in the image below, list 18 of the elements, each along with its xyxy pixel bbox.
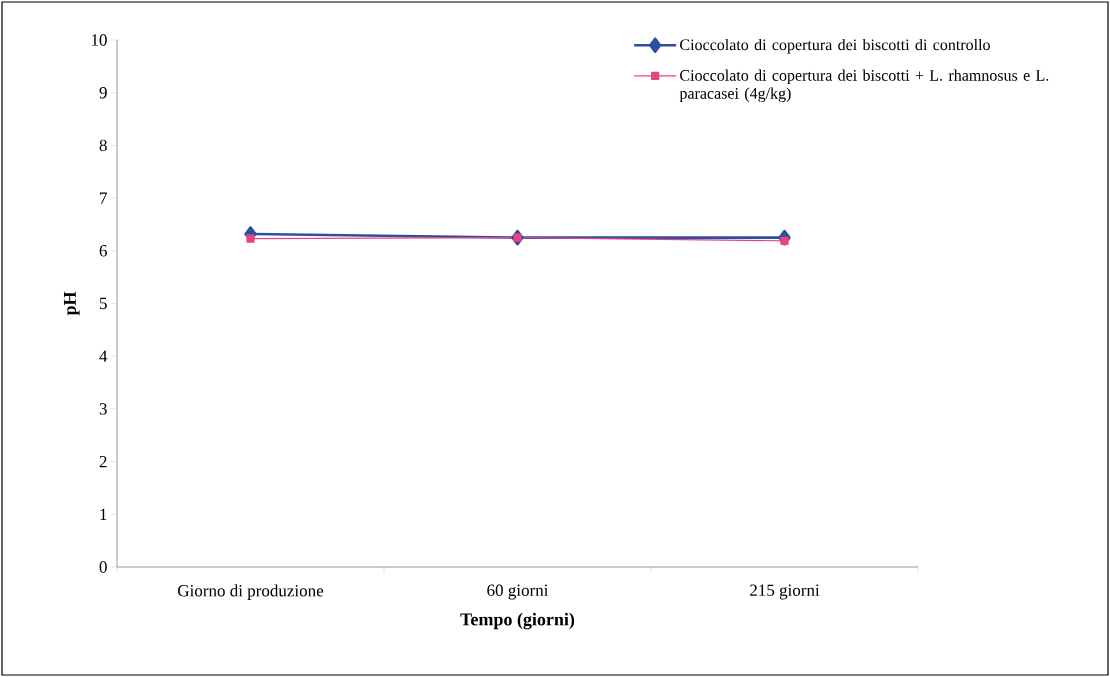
legend-label: Cioccolato di copertura dei biscotti di controllo (680, 38, 990, 54)
y-tick-label: 5 (99, 297, 107, 310)
y-tick-label: 0 (99, 561, 107, 573)
y-tick-label: 2 (99, 455, 107, 468)
y-tick-label: 7 (100, 192, 107, 204)
y-tick-label: 1 (100, 508, 107, 520)
y-axis-title: pH (63, 291, 80, 316)
y-tick-label: 4 (99, 350, 108, 362)
x-tick-label: 215 giorni (750, 584, 820, 600)
legend-label: Cioccolato di copertura dei biscotti + L. rhamnosus e L. paracasei (4g/kg) (679, 69, 1049, 103)
y-tick-label: 8 (99, 139, 107, 152)
x-tick-label: 60 giorni (487, 584, 549, 600)
y-tick-label: 9 (99, 86, 107, 99)
x-tick-label: Giorno di produzione (178, 584, 324, 600)
x-axis-title: Tempo (giorni) (460, 612, 575, 630)
y-tick-label: 3 (99, 403, 107, 415)
y-tick-label: 10 (91, 34, 107, 46)
y-tick-label: 6 (99, 245, 107, 257)
